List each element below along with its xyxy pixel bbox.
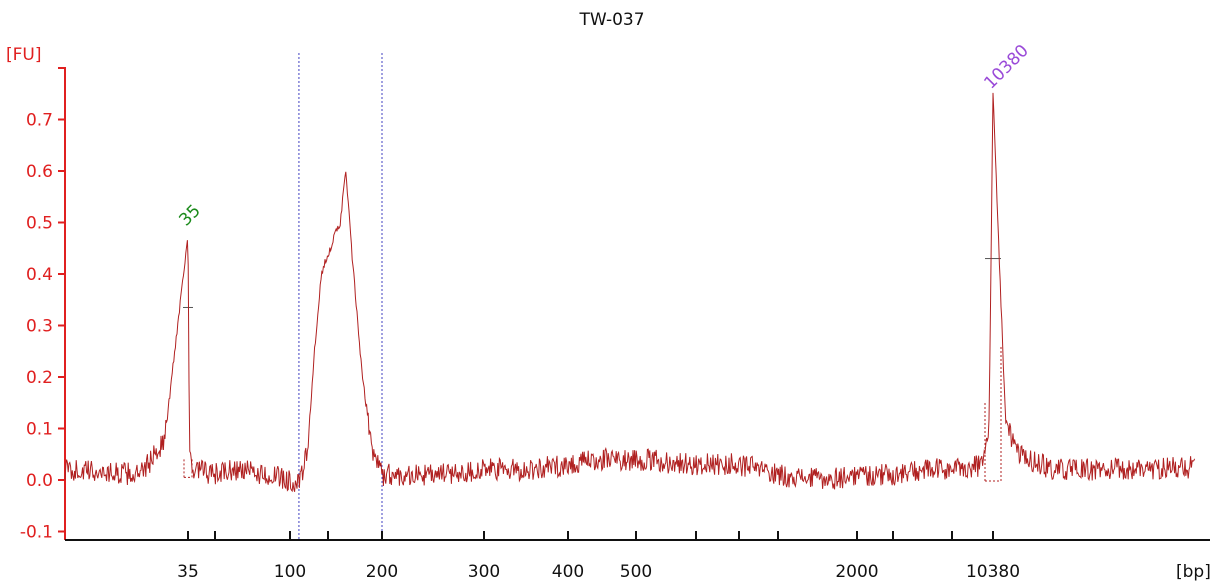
y-axis: -0.1 0.0 0.1 0.2 0.3 0.4 0.5 0.6 0.7	[20, 67, 66, 543]
signal-trace-line	[64, 92, 1196, 493]
x-tick-label: 100	[274, 562, 306, 582]
x-tick-label: 300	[468, 562, 500, 582]
x-axis-unit-label: [bp]	[1176, 562, 1211, 582]
x-tick-label: 200	[366, 562, 398, 582]
y-tick-label: 0.6	[26, 162, 53, 182]
y-tick-label: 0.7	[26, 111, 53, 131]
peak-labels: 35 10380	[175, 41, 1032, 230]
y-axis-unit-label: [FU]	[6, 45, 42, 65]
y-tick-label: 0.0	[26, 471, 53, 491]
peak-35-integration-box	[183, 459, 193, 478]
x-axis: 35 100 200 300 400 500 2000 10380	[65, 531, 1210, 582]
trace-series	[64, 92, 1196, 493]
x-tick-label: 10380	[966, 562, 1020, 582]
region-markers	[298, 53, 383, 540]
x-tick-label: 2000	[835, 562, 878, 582]
x-tick-label: 400	[552, 562, 584, 582]
y-tick-label: 0.1	[26, 420, 53, 440]
x-tick-label: 35	[177, 562, 199, 582]
x-tick-label: 500	[620, 562, 652, 582]
y-tick-label: -0.1	[20, 523, 53, 543]
chart-title: TW-037	[578, 10, 644, 30]
peak-label-10380: 10380	[980, 41, 1032, 93]
y-tick-label: 0.2	[26, 368, 53, 388]
y-tick-label: 0.4	[26, 265, 53, 285]
y-tick-label: 0.3	[26, 317, 53, 337]
peak-10380-integration-box	[984, 346, 1002, 482]
y-tick-label: 0.5	[26, 214, 53, 234]
peak-decorations	[183, 258, 1002, 482]
peak-label-35: 35	[175, 201, 204, 230]
